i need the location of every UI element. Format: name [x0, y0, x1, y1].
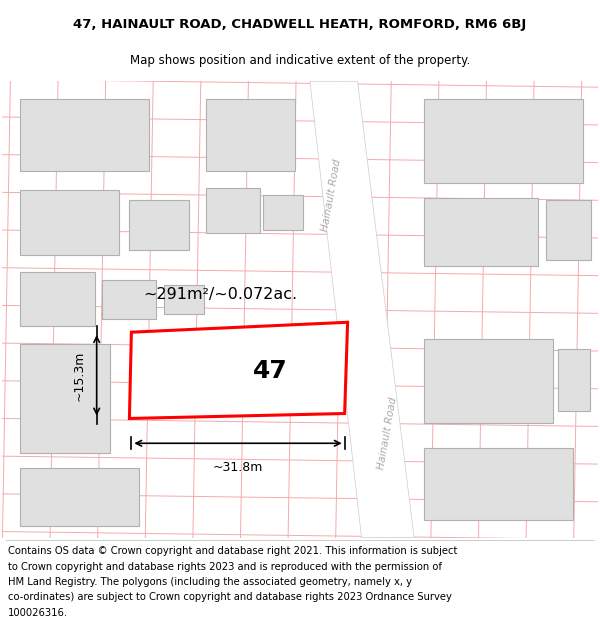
Text: Map shows position and indicative extent of the property.: Map shows position and indicative extent…: [130, 54, 470, 68]
Text: HM Land Registry. The polygons (including the associated geometry, namely x, y: HM Land Registry. The polygons (includin…: [8, 577, 412, 587]
Text: ~291m²/~0.072ac.: ~291m²/~0.072ac.: [143, 287, 298, 302]
Text: Hainault Road: Hainault Road: [320, 158, 343, 232]
Bar: [424, 339, 553, 424]
Text: to Crown copyright and database rights 2023 and is reproduced with the permissio: to Crown copyright and database rights 2…: [8, 561, 442, 571]
Bar: [206, 99, 295, 171]
Bar: [20, 191, 119, 255]
Polygon shape: [310, 81, 414, 538]
Bar: [130, 200, 189, 250]
Bar: [558, 349, 590, 411]
Bar: [101, 279, 156, 319]
Text: 47: 47: [253, 359, 287, 383]
Bar: [424, 99, 583, 183]
Bar: [424, 448, 573, 519]
Text: 47, HAINAULT ROAD, CHADWELL HEATH, ROMFORD, RM6 6BJ: 47, HAINAULT ROAD, CHADWELL HEATH, ROMFO…: [73, 18, 527, 31]
Bar: [263, 195, 303, 230]
Text: Contains OS data © Crown copyright and database right 2021. This information is : Contains OS data © Crown copyright and d…: [8, 546, 457, 556]
Polygon shape: [130, 322, 347, 419]
Bar: [20, 99, 149, 171]
Bar: [164, 284, 204, 314]
Bar: [20, 468, 139, 526]
Text: ~31.8m: ~31.8m: [213, 461, 263, 474]
Text: co-ordinates) are subject to Crown copyright and database rights 2023 Ordnance S: co-ordinates) are subject to Crown copyr…: [8, 592, 452, 602]
Bar: [206, 188, 260, 233]
Bar: [546, 200, 590, 260]
Bar: [20, 272, 95, 326]
Bar: [424, 198, 538, 266]
Text: 100026316.: 100026316.: [8, 608, 68, 618]
Bar: [20, 344, 110, 453]
Text: ~15.3m: ~15.3m: [73, 350, 85, 401]
Text: Hainault Road: Hainault Road: [376, 396, 398, 471]
